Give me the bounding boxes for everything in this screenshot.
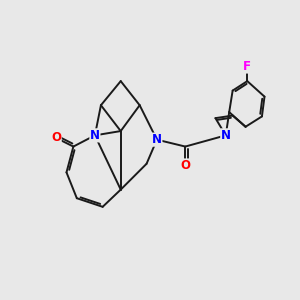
Text: N: N [221, 129, 231, 142]
Text: N: N [90, 129, 100, 142]
Text: O: O [180, 159, 190, 172]
Text: N: N [152, 133, 162, 146]
Text: F: F [243, 60, 251, 73]
Text: O: O [51, 131, 61, 144]
